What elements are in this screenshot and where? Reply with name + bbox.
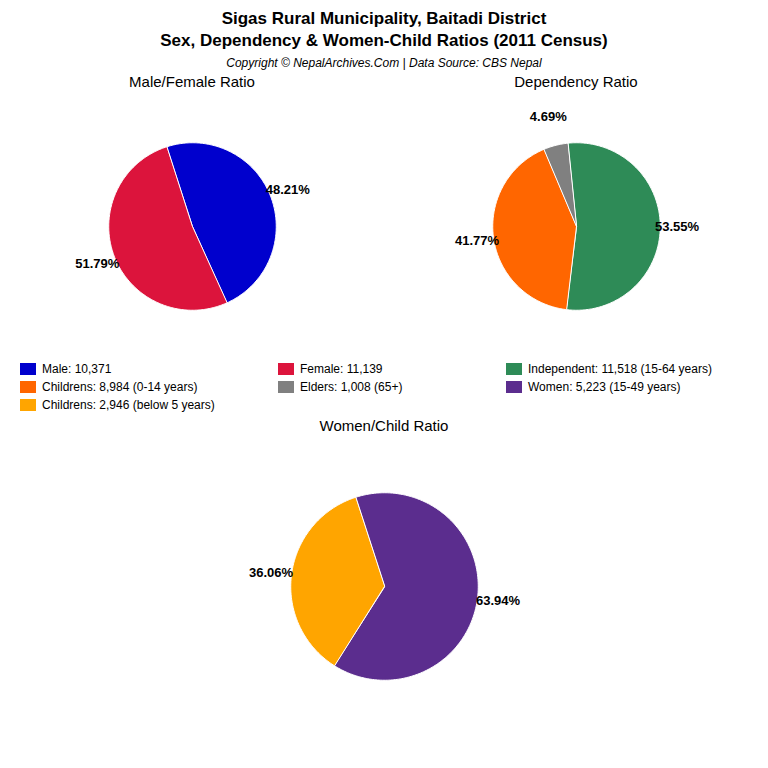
- html-text:Childrens: 2,946 (below 5 year: Childrens: 2,946 (below 5 years): [42, 398, 215, 412]
- html-text:Women: 5,223 (15-49 years): Women: 5,223 (15-49 years): [528, 380, 681, 394]
- html-text:Male: 10,371: Male: 10,371: [42, 362, 112, 376]
- html-text:Childrens: 8,984 (0-14 years): Childrens: 8,984 (0-14 years): [42, 380, 198, 394]
- html-text:Independent: 11,518 (15-64 yea: Independent: 11,518 (15-64 years): [528, 362, 712, 376]
- svg-text:36.06%: 36.06%: [249, 565, 294, 580]
- html-text:Copyright © NepalArchives.Com: Copyright © NepalArchives.Com | Data Sou…: [226, 56, 542, 70]
- html-text:Elders: 1,008 (65+): Elders: 1,008 (65+): [300, 380, 403, 394]
- svg-text:53.55%: 53.55%: [655, 219, 700, 234]
- html-text:Women/Child Ratio: Women/Child Ratio: [319, 417, 449, 434]
- svg-text:4.69%: 4.69%: [530, 109, 567, 124]
- svg-text:51.79%: 51.79%: [75, 256, 120, 271]
- html-text:Female: 11,139: Female: 11,139: [300, 362, 383, 376]
- svg-text:41.77%: 41.77%: [455, 233, 500, 248]
- svg-text:48.21%: 48.21%: [266, 182, 311, 197]
- svg-text:63.94%: 63.94%: [476, 593, 521, 608]
- html-text:Dependency Ratio: Dependency Ratio: [514, 73, 638, 90]
- html-text:Sex, Dependency & Women-Child: Sex, Dependency & Women-Child Ratios (20…: [160, 31, 608, 50]
- html-text:Male/Female Ratio: Male/Female Ratio: [129, 73, 255, 90]
- html-text:Sigas Rural Municipality, Bait: Sigas Rural Municipality, Baitadi Distri…: [221, 9, 547, 28]
